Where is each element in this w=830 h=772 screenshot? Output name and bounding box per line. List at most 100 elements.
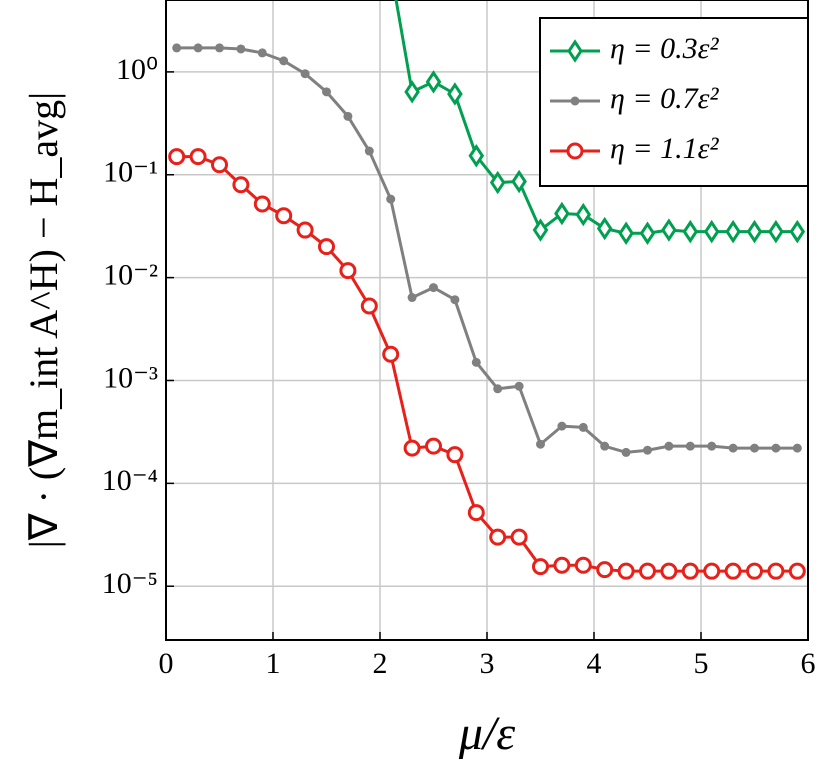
marker xyxy=(685,441,695,451)
marker xyxy=(553,556,571,574)
marker xyxy=(596,216,613,241)
marker xyxy=(661,218,677,242)
marker xyxy=(578,422,588,432)
marker xyxy=(339,262,357,280)
marker xyxy=(532,558,549,576)
marker xyxy=(215,43,224,53)
marker xyxy=(471,357,481,367)
x-tick-label: 3 xyxy=(480,647,495,680)
marker xyxy=(429,283,438,293)
x-tick-label: 6 xyxy=(801,647,816,680)
x-tick-label: 1 xyxy=(266,647,281,680)
marker xyxy=(447,82,463,106)
marker xyxy=(360,297,378,315)
marker xyxy=(703,562,721,580)
marker xyxy=(768,219,784,244)
y-tick-label: 10⁻² xyxy=(103,259,158,292)
marker xyxy=(446,446,464,464)
marker xyxy=(621,447,631,457)
marker xyxy=(575,202,592,227)
marker xyxy=(296,221,314,239)
x-tick-label: 4 xyxy=(587,647,602,680)
marker xyxy=(407,293,417,303)
marker xyxy=(792,443,802,453)
marker xyxy=(404,80,420,104)
legend-label: η = 1.1ε² xyxy=(610,132,719,165)
marker xyxy=(771,443,781,453)
marker xyxy=(557,421,567,431)
marker xyxy=(789,219,806,244)
marker xyxy=(660,562,678,580)
legend-label: η = 0.7ε² xyxy=(610,82,719,115)
marker xyxy=(639,221,656,245)
marker xyxy=(257,48,267,58)
marker xyxy=(574,556,592,574)
marker xyxy=(681,562,699,580)
marker xyxy=(725,219,741,244)
marker xyxy=(189,148,207,166)
marker xyxy=(639,562,656,580)
y-tick-label: 10⁻³ xyxy=(103,361,158,394)
marker xyxy=(236,44,246,54)
marker xyxy=(343,111,353,121)
marker xyxy=(682,219,699,244)
marker xyxy=(618,221,634,245)
marker xyxy=(643,445,652,455)
legend-label: η = 0.3ε² xyxy=(610,32,719,65)
marker xyxy=(468,144,485,168)
marker xyxy=(172,43,182,53)
marker xyxy=(168,148,186,166)
x-tick-label: 5 xyxy=(694,647,709,680)
marker xyxy=(767,562,785,580)
y-axis-label: |∇ · (∇m_int A^H) − H_avg| xyxy=(21,92,66,548)
marker xyxy=(493,384,503,394)
y-tick-label: 10⁻⁵ xyxy=(102,567,158,600)
marker xyxy=(554,201,570,226)
marker xyxy=(279,56,289,66)
marker xyxy=(322,87,331,97)
legend-marker xyxy=(566,142,584,160)
x-tick-label: 0 xyxy=(159,647,174,680)
marker xyxy=(746,562,763,580)
marker xyxy=(707,441,717,451)
marker xyxy=(193,43,203,53)
marker xyxy=(450,295,460,305)
marker xyxy=(425,437,442,455)
marker xyxy=(532,218,549,242)
marker xyxy=(536,439,545,449)
marker xyxy=(724,562,742,580)
marker xyxy=(382,345,400,363)
marker xyxy=(364,146,374,156)
legend-marker xyxy=(570,96,580,106)
marker xyxy=(318,238,335,256)
plot-area xyxy=(168,0,806,580)
marker xyxy=(511,169,527,194)
marker xyxy=(467,504,485,522)
marker xyxy=(596,561,614,579)
plot-frame xyxy=(165,0,809,641)
marker xyxy=(750,443,759,453)
y-tick-label: 10⁻⁴ xyxy=(102,464,158,497)
marker xyxy=(746,219,763,244)
marker xyxy=(600,441,610,451)
marker xyxy=(386,194,396,204)
marker xyxy=(211,156,228,174)
legend-marker xyxy=(567,39,583,63)
marker xyxy=(617,562,635,580)
marker xyxy=(275,207,293,225)
marker xyxy=(728,443,738,453)
y-tick-label: 10⁰ xyxy=(116,53,158,86)
marker xyxy=(788,562,806,580)
marker xyxy=(489,528,507,546)
x-tick-label: 2 xyxy=(373,647,388,680)
marker xyxy=(489,170,506,195)
marker xyxy=(300,69,310,79)
marker xyxy=(253,195,271,213)
marker xyxy=(232,176,250,194)
marker xyxy=(510,528,528,546)
x-axis-label: μ/ε xyxy=(458,707,515,760)
marker xyxy=(664,441,674,451)
y-tick-label: 10⁻¹ xyxy=(103,156,158,189)
